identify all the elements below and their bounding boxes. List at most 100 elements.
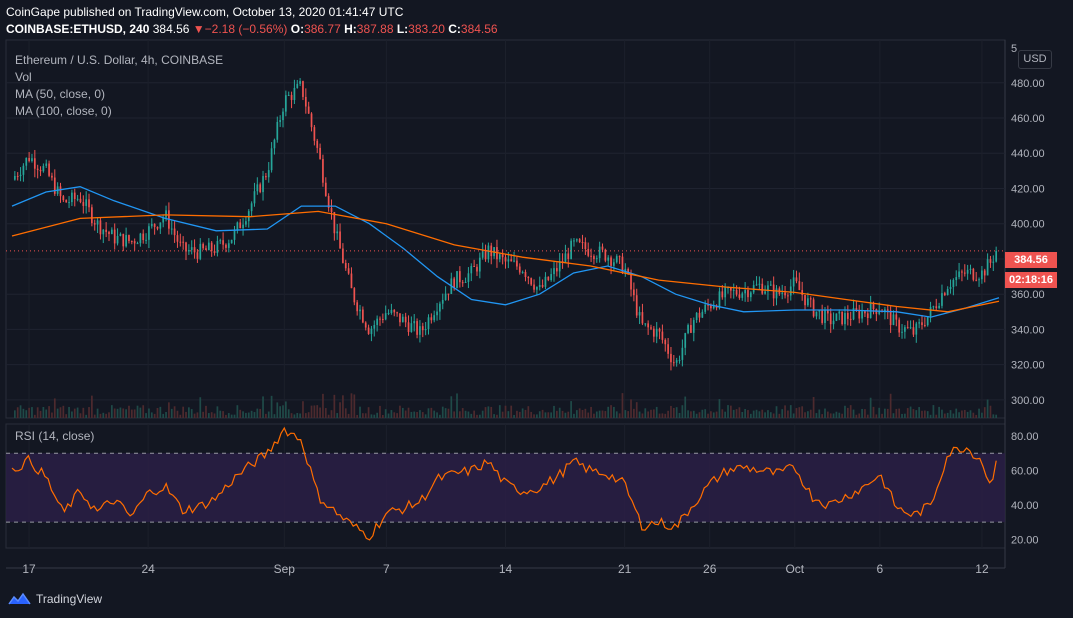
volume-bar — [567, 411, 570, 418]
volume-bar — [108, 412, 110, 418]
volume-bar — [481, 410, 484, 418]
candle-body — [376, 318, 378, 325]
candle-body — [339, 231, 341, 249]
legend-ma50[interactable]: MA (50, close, 0) — [15, 87, 106, 101]
volume-bar — [963, 409, 966, 418]
candle-body — [31, 158, 33, 162]
candle-body — [561, 260, 564, 263]
volume-bar — [986, 399, 989, 418]
candle-body — [262, 176, 264, 193]
volume-bar — [73, 408, 76, 418]
volume-bar — [595, 411, 598, 418]
candle-body — [387, 312, 390, 314]
candle-body — [282, 111, 284, 121]
volume-bar — [219, 410, 222, 418]
volume-bar — [818, 409, 821, 418]
volume-bar — [441, 406, 444, 418]
volume-bar — [701, 409, 704, 418]
volume-bar — [578, 408, 581, 418]
candle-body — [684, 333, 687, 348]
candle-body — [969, 268, 972, 270]
volume-bar — [173, 406, 176, 418]
legend-ma100[interactable]: MA (100, close, 0) — [15, 104, 112, 118]
volume-bar — [846, 407, 849, 418]
volume-bar — [938, 406, 940, 418]
candle-body — [635, 295, 638, 316]
price-tick-label: 300.00 — [1011, 395, 1045, 407]
volume-bar — [216, 406, 219, 418]
volume-bar — [68, 406, 70, 418]
candle-body — [747, 290, 749, 298]
volume-bar — [336, 413, 339, 418]
volume-bar — [22, 408, 25, 418]
volume-bar — [88, 407, 90, 418]
volume-bar — [581, 409, 584, 418]
volume-bar — [93, 414, 96, 418]
volume-bar — [430, 407, 433, 418]
volume-bar — [815, 413, 818, 418]
candle-body — [202, 243, 204, 249]
volume-bar — [553, 405, 555, 418]
candle-body — [350, 273, 353, 289]
volume-bar — [393, 412, 396, 418]
time-tick-label: Sep — [274, 562, 296, 576]
volume-bar — [436, 412, 438, 418]
volume-bar — [45, 409, 48, 418]
volume-bar — [744, 409, 746, 418]
volume-bar — [293, 414, 296, 418]
candle-body — [245, 221, 247, 225]
legend-title[interactable]: Ethereum / U.S. Dollar, 4h, COINBASE — [15, 53, 224, 67]
candle-body — [661, 331, 664, 340]
candle-body — [453, 278, 456, 289]
volume-bar — [721, 409, 724, 418]
tradingview-logo[interactable]: TradingView — [8, 592, 102, 606]
volume-bar — [476, 414, 478, 418]
volume-bar — [85, 414, 88, 418]
candle-body — [441, 299, 444, 304]
currency-button[interactable]: USD — [1018, 50, 1052, 69]
candle-body — [829, 313, 832, 325]
candle-body — [906, 327, 909, 329]
volume-bar — [604, 411, 607, 418]
volume-bar — [290, 413, 293, 418]
volume-bar — [110, 405, 113, 418]
candle-body — [644, 323, 647, 325]
volume-bar — [575, 410, 578, 418]
candle-body — [364, 322, 367, 328]
volume-bar — [661, 413, 664, 418]
candle-body — [316, 140, 319, 148]
volume-bar — [844, 405, 846, 418]
volume-bar — [966, 411, 969, 418]
volume-bar — [196, 412, 199, 418]
candle-body — [13, 175, 16, 180]
volume-bar — [704, 409, 707, 418]
volume-bar — [618, 413, 621, 418]
volume-bar — [527, 406, 530, 418]
volume-bar — [247, 412, 250, 418]
legend-vol[interactable]: Vol — [15, 70, 32, 84]
price-tick-label: 320.00 — [1011, 360, 1045, 372]
candle-body — [904, 327, 906, 332]
volume-bar — [624, 410, 627, 418]
candle-body — [71, 192, 73, 203]
volume-bar — [153, 413, 156, 418]
volume-bar — [678, 412, 681, 418]
volume-bar — [419, 410, 421, 418]
legend-rsi[interactable]: RSI (14, close) — [15, 429, 95, 443]
volume-bar — [367, 407, 370, 418]
candle-body — [941, 293, 943, 306]
candle-body — [393, 309, 396, 313]
volume-bar — [684, 396, 687, 418]
candle-body — [570, 240, 572, 259]
candle-body — [96, 220, 99, 225]
candle-body — [173, 228, 176, 236]
candle-body — [986, 259, 989, 276]
candle-body — [45, 163, 48, 166]
candle-body — [550, 274, 553, 281]
volume-bar — [233, 414, 236, 418]
volume-bar — [647, 411, 649, 418]
candle-body — [858, 309, 861, 319]
volume-bar — [904, 413, 906, 418]
candle-body — [102, 229, 105, 235]
